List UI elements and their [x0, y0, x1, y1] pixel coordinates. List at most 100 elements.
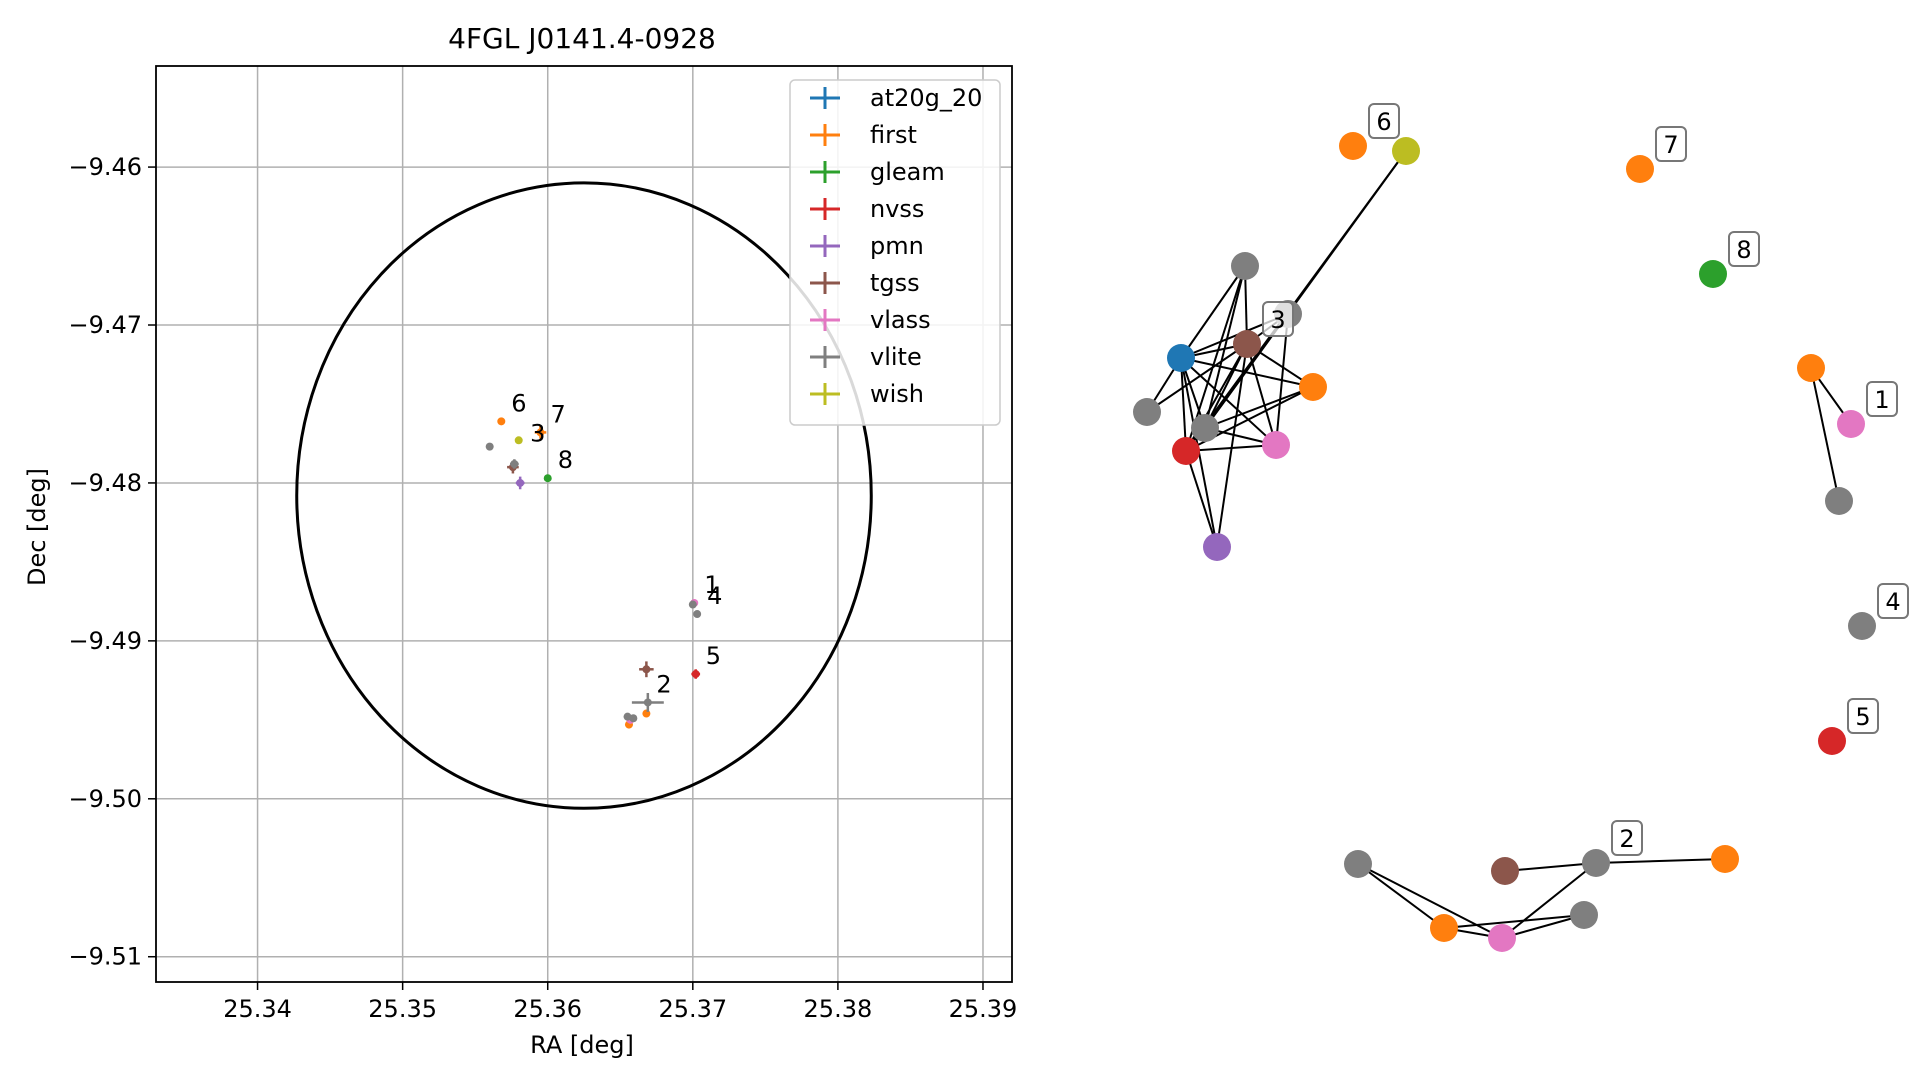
svg-text:4: 4 [1885, 588, 1900, 616]
graph-edge [1180, 357, 1277, 446]
graph-node [1191, 414, 1219, 442]
legend-item-pmn: pmn [810, 232, 924, 260]
data-point-vlite [629, 714, 638, 723]
data-point-first [534, 426, 547, 439]
graph-node [1339, 132, 1367, 160]
graph-node-label: 2 [1611, 820, 1643, 856]
legend-label: at20g_20 [870, 84, 982, 112]
graph-node-label: 8 [1728, 231, 1760, 267]
association-graph-nodes [1133, 132, 1876, 952]
svg-text:6: 6 [1376, 108, 1391, 136]
graph-node [1797, 354, 1825, 382]
legend-item-gleam: gleam [810, 158, 945, 186]
point-label: 3 [530, 419, 545, 447]
data-point-vlite [693, 610, 702, 619]
graph-node [1570, 901, 1598, 929]
graph-node [1344, 850, 1372, 878]
legend-item-vlass: vlass [810, 306, 931, 334]
svg-text:7: 7 [1663, 131, 1678, 159]
data-point-vlite [510, 459, 519, 469]
graph-edge [1810, 367, 1840, 502]
graph-node [1392, 137, 1420, 165]
svg-text:8: 8 [1736, 236, 1751, 264]
legend-label: first [870, 121, 917, 149]
graph-node [1262, 431, 1290, 459]
legend-item-tgss: tgss [810, 269, 920, 297]
graph-edge [1357, 863, 1503, 939]
association-graph-labels: 3 6 7 8 1 4 5 2 [1262, 103, 1909, 856]
legend-item-nvss: nvss [810, 195, 924, 223]
graph-edge [1357, 863, 1445, 929]
svg-text:5: 5 [1855, 703, 1870, 731]
y-tick-label: −9.48 [68, 469, 142, 497]
graph-edge [1501, 862, 1597, 939]
y-tick-label: −9.51 [68, 943, 142, 971]
graph-node [1825, 487, 1853, 515]
graph-edge [1146, 343, 1248, 413]
legend-label: wish [870, 380, 924, 408]
axes-frame [155, 65, 1013, 983]
graph-edge [1443, 914, 1585, 929]
graph-edge [1180, 265, 1246, 359]
data-point-first [497, 417, 506, 426]
legend-item-first: first [810, 121, 917, 149]
point-label: 2 [656, 670, 671, 698]
legend-box [789, 79, 1001, 426]
data-point-wish [514, 436, 523, 445]
data-point-vlite [485, 442, 494, 451]
legend-label: tgss [870, 269, 920, 297]
graph-node [1837, 410, 1865, 438]
graph-node [1848, 612, 1876, 640]
graph-node [1203, 533, 1231, 561]
graph-edge [1204, 265, 1246, 429]
graph-edge [1204, 386, 1314, 429]
association-graph-edges [1146, 150, 1852, 939]
x-tick-label: 25.38 [804, 995, 873, 1023]
data-point-vlite [631, 692, 664, 712]
graph-node-label: 1 [1866, 381, 1898, 417]
graph-node-label: 7 [1655, 126, 1687, 162]
data-point-first [642, 709, 651, 718]
search-region-circle [295, 181, 873, 810]
graph-node [1582, 849, 1610, 877]
point-label: 7 [550, 400, 565, 428]
legend-label: vlite [870, 343, 922, 371]
point-label: 4 [707, 582, 722, 610]
data-point-gleam [543, 474, 552, 483]
data-point-pmn [515, 476, 525, 490]
data-point-nvss [691, 669, 701, 679]
svg-text:1: 1 [1874, 386, 1889, 414]
chart-title: 4FGL J0141.4-0928 [448, 22, 716, 55]
y-tick-label: −9.47 [68, 311, 142, 339]
graph-node [1488, 924, 1516, 952]
data-point-vlite [623, 712, 632, 721]
graph-node [1626, 155, 1654, 183]
graph-node-label: 5 [1847, 698, 1879, 734]
graph-node [1167, 344, 1195, 372]
graph-edge [1595, 858, 1726, 864]
point-label: 6 [511, 389, 526, 417]
legend-label: vlass [870, 306, 931, 334]
legend-label: gleam [870, 158, 945, 186]
y-tick-label: −9.49 [68, 627, 142, 655]
legend-item-at20g_20: at20g_20 [810, 84, 982, 112]
legend-label: nvss [870, 195, 924, 223]
y-axis-label: Dec [deg] [23, 468, 51, 586]
svg-text:3: 3 [1270, 306, 1285, 334]
point-label: 1 [704, 571, 719, 599]
y-tick-label: −9.46 [68, 153, 142, 181]
graph-node [1818, 727, 1846, 755]
graph-node [1233, 330, 1261, 358]
graph-node-label: 6 [1368, 103, 1400, 139]
graph-edge [1180, 357, 1314, 388]
graph-edge [1501, 914, 1585, 939]
x-tick-label: 25.39 [949, 995, 1018, 1023]
graph-node [1172, 437, 1200, 465]
graph-node [1430, 914, 1458, 942]
data-point-vlite [688, 600, 697, 609]
svg-text:2: 2 [1619, 825, 1634, 853]
graph-node [1711, 845, 1739, 873]
scatter-points [485, 417, 702, 729]
